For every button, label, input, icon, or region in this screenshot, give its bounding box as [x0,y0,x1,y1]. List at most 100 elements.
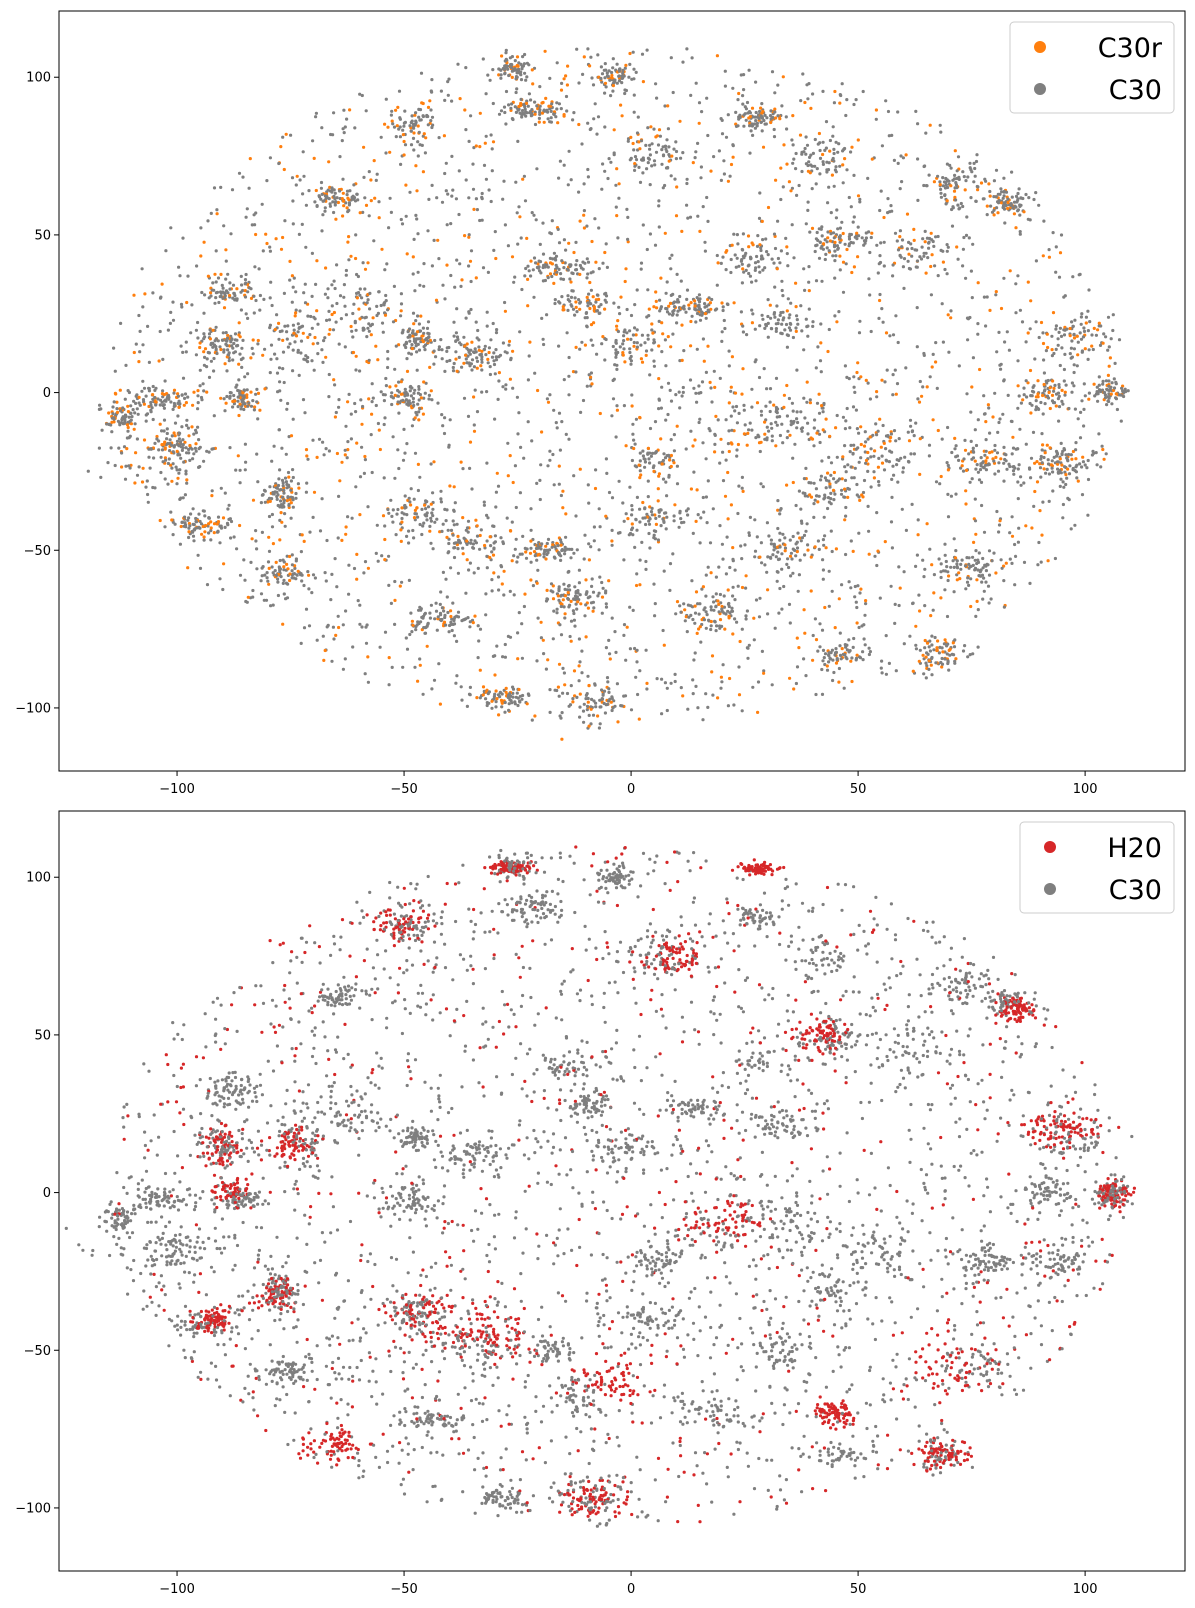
point-c30 [901,265,906,269]
point-c30r [517,687,521,692]
point-c30 [971,356,976,360]
point-c30 [171,407,175,411]
point-c30 [457,355,461,359]
point-c30 [804,317,808,321]
point-c30 [347,592,351,596]
point-c30 [1124,390,1128,394]
point-c30 [815,167,819,171]
point-c30 [618,345,622,349]
point-c30 [353,401,357,406]
point-c30r [328,328,332,332]
point-c30 [304,490,308,494]
point-c30 [591,270,595,274]
point-c30 [1020,320,1025,324]
point-c30 [476,328,480,333]
point-c30 [309,314,313,319]
point-c30 [501,655,505,659]
point-c30 [250,223,254,227]
point-c30 [575,695,579,700]
point-c30r [883,540,887,544]
point-c30 [876,271,880,275]
point-c30 [454,339,458,343]
point-c30 [491,321,495,326]
point-c30r [939,474,943,479]
point-c30 [502,593,506,597]
point-c30r [419,314,423,318]
point-c30 [1031,430,1036,434]
point-c30 [922,183,926,188]
point-c30r [540,101,544,105]
point-c30 [832,498,836,502]
point-c30 [430,183,434,187]
point-c30r [351,350,356,355]
point-c30 [750,280,754,284]
point-c30r [163,456,167,460]
point-c30 [568,703,573,707]
point-c30 [684,509,689,513]
point-c30r [963,448,968,452]
point-c30 [694,308,699,312]
point-c30 [758,270,762,274]
point-c30r [894,392,898,396]
point-c30r [726,470,730,475]
point-c30 [245,388,249,392]
point-c30 [1033,357,1037,361]
point-c30r [238,402,242,406]
point-c30 [494,358,499,362]
point-c30 [635,528,639,532]
point-c30r [528,340,532,344]
point-c30 [312,368,316,372]
point-c30 [803,553,807,557]
point-c30 [417,348,422,352]
point-c30 [1000,190,1004,194]
point-c30 [754,80,758,84]
point-c30 [590,577,594,581]
point-c30 [797,183,801,188]
point-c30 [633,168,637,172]
point-c30r [769,120,773,125]
point-c30 [646,337,650,341]
point-c30 [995,350,999,354]
point-c30 [666,165,670,170]
point-c30 [890,209,894,213]
point-c30 [1019,475,1023,479]
point-c30 [739,259,744,263]
point-c30 [825,246,829,250]
point-c30 [280,446,284,450]
point-c30 [1123,387,1127,391]
point-c30 [941,176,945,180]
point-c30r [934,360,938,364]
point-c30r [587,684,591,688]
point-c30 [979,456,983,460]
point-c30 [747,533,752,538]
point-c30r [768,303,772,307]
point-c30r [1039,320,1044,325]
point-c30 [622,347,626,351]
point-c30 [702,510,706,514]
point-c30 [480,357,484,362]
point-c30 [787,316,791,320]
point-c30 [664,527,668,531]
point-c30r [693,299,697,303]
point-c30 [362,471,366,475]
point-c30 [717,149,722,153]
point-c30 [706,133,710,138]
point-c30r [294,334,299,338]
point-c30 [492,351,496,355]
point-c30 [191,530,195,534]
point-c30r [245,393,249,397]
point-c30r [137,360,141,364]
point-c30 [1042,455,1046,460]
point-c30r [587,724,591,728]
point-c30 [609,94,613,98]
point-c30 [881,320,885,324]
point-c30r [751,243,755,247]
point-c30r [461,552,465,556]
point-c30 [869,485,873,489]
point-c30r [654,299,658,303]
point-c30 [923,567,927,571]
point-c30r [592,321,596,325]
point-c30 [1070,339,1074,343]
point-c30 [276,577,280,581]
point-c30 [333,286,337,291]
